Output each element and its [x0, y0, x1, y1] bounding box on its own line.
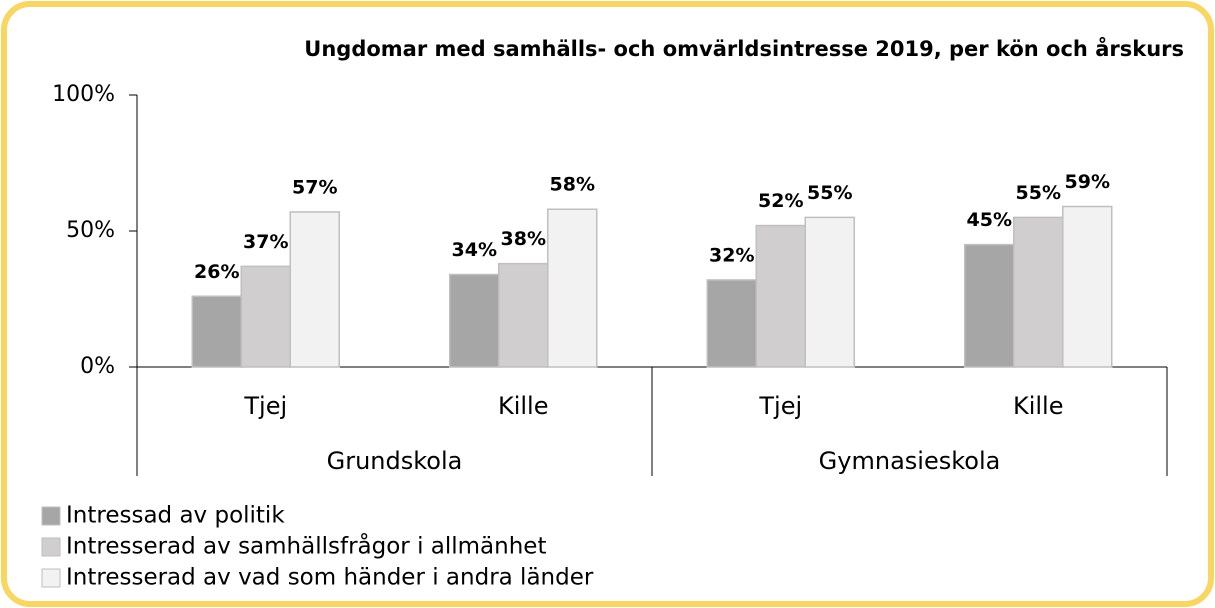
- legend-label: Intresserad av samhällsfrågor i allmänhe…: [66, 532, 546, 560]
- y-tick-label: 100%: [52, 82, 115, 107]
- legend-label: Intressad av politik: [66, 503, 285, 529]
- bar: [804, 216, 855, 368]
- bar: [449, 273, 500, 368]
- value-label: 55%: [1016, 182, 1061, 204]
- x-tick-label: Kille: [498, 392, 549, 420]
- x-tick-label: Kille: [1013, 392, 1064, 420]
- legend-label: Intresserad av vad som händer i andra lä…: [66, 565, 594, 591]
- group-label: Gymnasieskola: [819, 447, 1001, 475]
- x-tick-label: Tjej: [758, 392, 802, 420]
- value-label: 55%: [807, 182, 852, 204]
- value-label: 26%: [194, 261, 239, 283]
- bar: [240, 265, 291, 368]
- value-label: 59%: [1065, 171, 1110, 193]
- bar: [289, 211, 340, 368]
- value-label: 37%: [243, 231, 288, 253]
- chart-title: Ungdomar med samhälls- och omvärldsintre…: [304, 36, 1184, 61]
- value-label: 32%: [709, 244, 754, 266]
- bar: [706, 279, 757, 368]
- bar: [755, 224, 806, 368]
- value-label: 57%: [292, 176, 337, 198]
- value-label: 45%: [967, 209, 1012, 231]
- legend-swatch: [41, 568, 61, 588]
- bar: [547, 208, 598, 368]
- value-label: 34%: [452, 239, 497, 261]
- bar: [964, 243, 1015, 368]
- bar: [1062, 205, 1113, 368]
- bar: [498, 262, 549, 368]
- y-tick-label: 50%: [66, 218, 115, 243]
- bar: [191, 295, 242, 368]
- bar: [1013, 216, 1064, 368]
- value-label: 38%: [501, 228, 546, 250]
- legend-swatch: [41, 537, 61, 557]
- value-label: 58%: [550, 174, 595, 196]
- x-tick-label: Tjej: [243, 392, 287, 420]
- y-tick-label: 0%: [80, 354, 115, 379]
- legend-swatch: [41, 506, 61, 526]
- value-label: 52%: [758, 190, 803, 212]
- group-label: Grundskola: [327, 447, 463, 475]
